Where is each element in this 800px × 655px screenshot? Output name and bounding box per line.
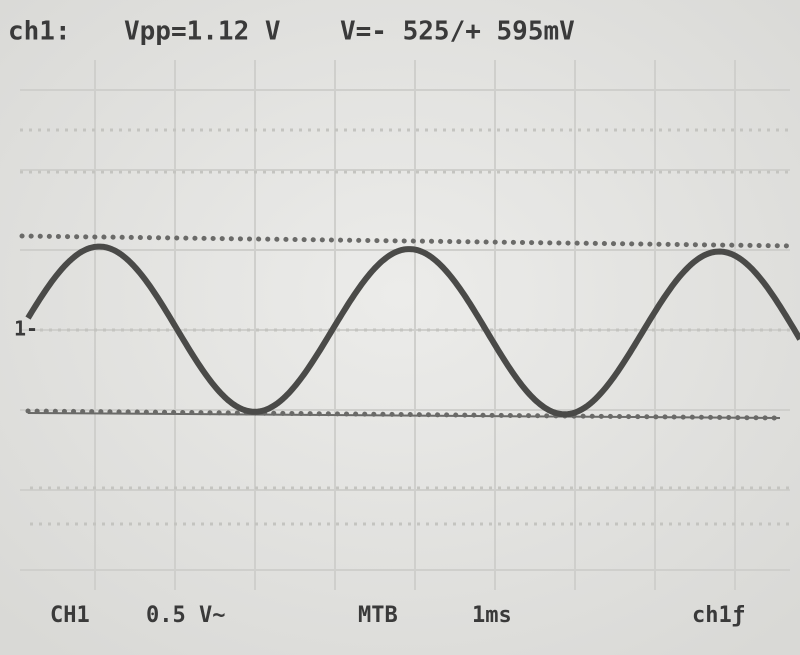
- header-vpp: Vpp=1.12 V: [124, 17, 281, 47]
- footer-timebase: 1ms: [472, 603, 512, 628]
- header-range: V=- 525/+ 595mV: [340, 17, 575, 47]
- footer-timebase-label: MTB: [358, 603, 398, 628]
- faint-dotted-lines: [20, 128, 790, 526]
- upper-cursor: [19, 233, 798, 249]
- lower-cursor-line: [27, 412, 781, 419]
- footer-trigger: ch1ƒ: [692, 603, 745, 628]
- waveform: [25, 243, 800, 418]
- ground-marker: 1-: [14, 317, 38, 341]
- header-channel: ch1:: [8, 17, 71, 47]
- footer-scale: 0.5 V~: [146, 603, 225, 628]
- footer-channel: CH1: [50, 603, 90, 628]
